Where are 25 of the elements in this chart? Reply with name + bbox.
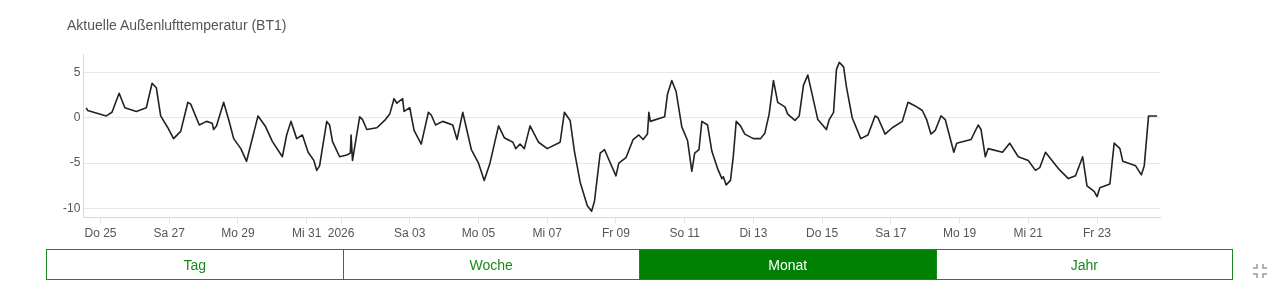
x-tick-label: Sa 27 bbox=[153, 226, 186, 241]
x-tick-label: Di 13 bbox=[739, 226, 768, 241]
x-tick-label: Mo 05 bbox=[461, 226, 496, 241]
y-tick-label: -5 bbox=[69, 155, 81, 170]
y-tick-label: 5 bbox=[73, 64, 81, 79]
text: Tag bbox=[46, 249, 344, 280]
x-tick-label: Mi 07 bbox=[532, 226, 563, 241]
x-tick-label: Fr 09 bbox=[601, 226, 631, 241]
x-tick-label: Sa 17 bbox=[875, 226, 907, 241]
text: Woche bbox=[342, 249, 640, 280]
chart-title: Aktuelle Außenlufttemperatur (BT1) bbox=[67, 17, 287, 33]
text: Monat bbox=[639, 249, 937, 280]
x-tick-label: So 11 bbox=[669, 226, 701, 241]
y-tick-label: -10 bbox=[63, 200, 81, 215]
y-tick-label: 0 bbox=[73, 110, 81, 125]
text: Jahr bbox=[935, 249, 1233, 280]
x-tick-label: Sa 03 bbox=[394, 226, 426, 241]
x-tick-label: Fr 23 bbox=[1083, 226, 1112, 241]
x-tick-label: Mo 19 bbox=[942, 226, 977, 241]
x-tick-label: Mo 29 bbox=[221, 226, 255, 241]
x-tick-label: Do 25 bbox=[84, 226, 117, 241]
x-tick-label: Mi 21 bbox=[1013, 226, 1044, 241]
x-tick-label: 2026 bbox=[327, 226, 355, 241]
x-tick-label: Do 15 bbox=[806, 226, 839, 241]
x-tick-label: Mi 31 bbox=[292, 226, 322, 241]
